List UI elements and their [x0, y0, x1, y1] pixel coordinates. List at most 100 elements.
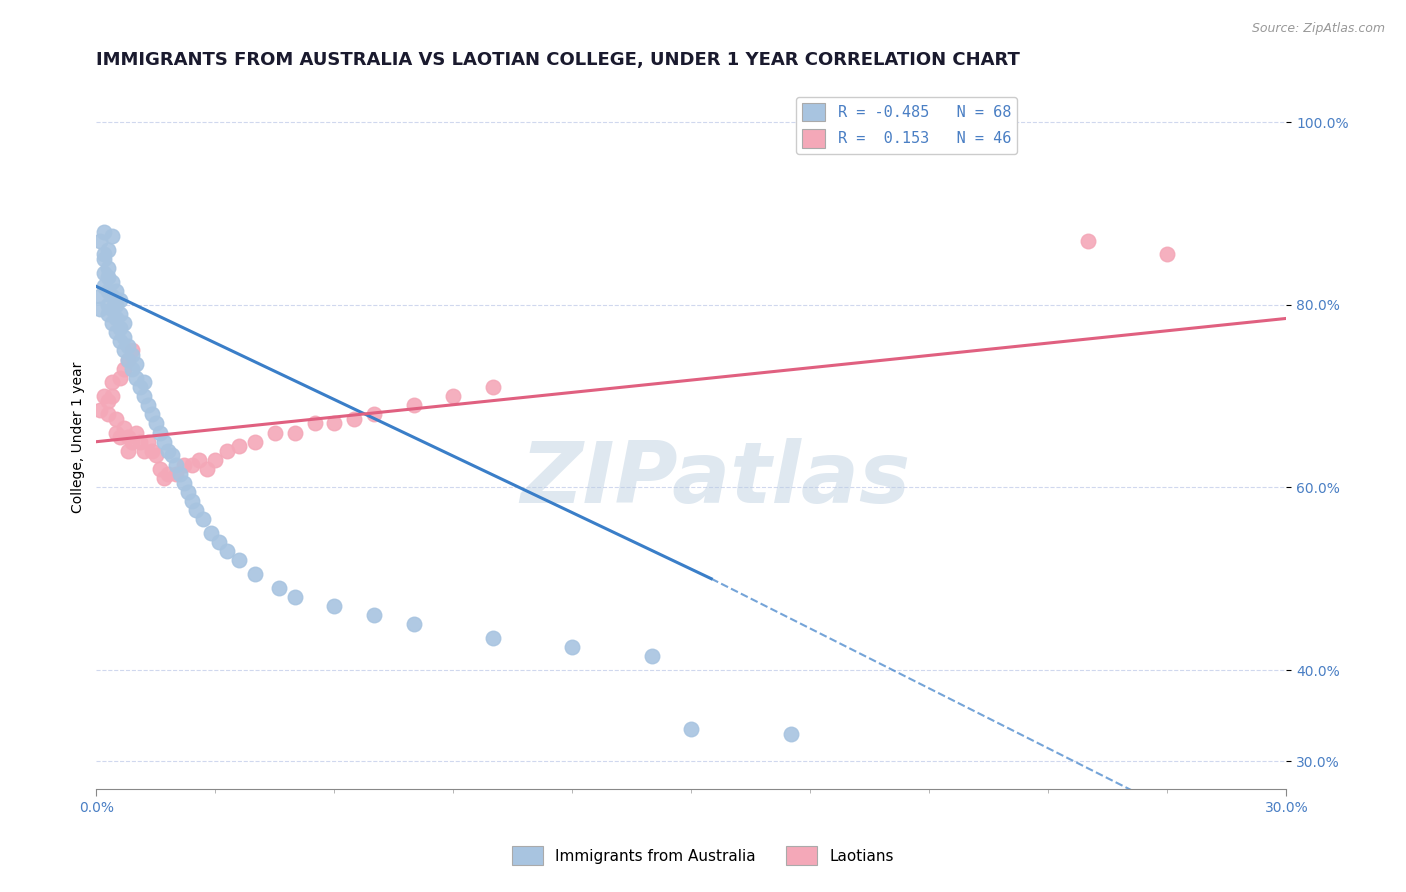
Point [117, 339, 139, 353]
Point [263, 425, 285, 440]
Point [180, 494, 202, 508]
Point [284, 425, 307, 440]
Point [105, 425, 128, 440]
Point [779, 727, 801, 741]
Point [108, 293, 131, 307]
Point [105, 311, 128, 326]
Point [402, 398, 425, 412]
Point [173, 475, 195, 490]
Point [105, 412, 128, 426]
Point [93, 266, 115, 280]
Point [125, 425, 148, 440]
Point [165, 458, 187, 472]
Point [145, 417, 167, 431]
Point [141, 443, 163, 458]
Point [112, 421, 135, 435]
Point [267, 581, 290, 595]
Point [132, 389, 155, 403]
Point [125, 371, 148, 385]
Point [323, 599, 346, 613]
Point [681, 723, 703, 737]
Point [89, 402, 111, 417]
Point [101, 376, 124, 390]
Point [441, 389, 464, 403]
Point [228, 439, 250, 453]
Point [363, 608, 385, 623]
Point [93, 247, 115, 261]
Point [152, 471, 174, 485]
Point [1077, 234, 1099, 248]
Point [89, 302, 111, 317]
Point [176, 484, 198, 499]
Point [1156, 247, 1178, 261]
Point [108, 320, 131, 334]
Point [117, 430, 139, 444]
Point [129, 380, 152, 394]
Point [561, 640, 583, 655]
Point [217, 544, 239, 558]
Point [304, 417, 326, 431]
Point [188, 453, 211, 467]
Point [149, 425, 172, 440]
Point [200, 526, 222, 541]
Point [193, 512, 215, 526]
Point [160, 449, 183, 463]
Point [136, 398, 159, 412]
Y-axis label: College, Under 1 year: College, Under 1 year [72, 361, 86, 513]
Point [93, 252, 115, 266]
Point [482, 380, 505, 394]
Point [482, 631, 505, 645]
Point [112, 329, 135, 343]
Point [112, 343, 135, 358]
Point [184, 503, 207, 517]
Point [101, 229, 124, 244]
Point [217, 443, 239, 458]
Point [121, 434, 143, 449]
Point [152, 434, 174, 449]
Point [97, 407, 120, 421]
Point [145, 449, 167, 463]
Point [121, 343, 143, 358]
Point [117, 352, 139, 367]
Point [97, 298, 120, 312]
Point [204, 453, 226, 467]
Point [108, 307, 131, 321]
Point [156, 467, 179, 481]
Point [97, 270, 120, 285]
Point [243, 434, 266, 449]
Point [180, 458, 202, 472]
Point [105, 284, 128, 298]
Point [343, 412, 366, 426]
Point [125, 357, 148, 371]
Point [89, 234, 111, 248]
Point [132, 443, 155, 458]
Point [97, 243, 120, 257]
Point [108, 334, 131, 349]
Point [323, 417, 346, 431]
Text: IMMIGRANTS FROM AUSTRALIA VS LAOTIAN COLLEGE, UNDER 1 YEAR CORRELATION CHART: IMMIGRANTS FROM AUSTRALIA VS LAOTIAN COL… [97, 51, 1021, 69]
Point [197, 462, 219, 476]
Point [93, 279, 115, 293]
Point [101, 389, 124, 403]
Point [208, 535, 231, 549]
Point [132, 376, 155, 390]
Point [101, 302, 124, 317]
Point [402, 617, 425, 632]
Legend: R = -0.485   N = 68, R =  0.153   N = 46: R = -0.485 N = 68, R = 0.153 N = 46 [796, 96, 1017, 153]
Legend: Immigrants from Australia, Laotians: Immigrants from Australia, Laotians [506, 840, 900, 871]
Point [105, 325, 128, 339]
Point [156, 443, 179, 458]
Point [97, 393, 120, 408]
Point [243, 567, 266, 582]
Point [284, 590, 307, 604]
Point [112, 316, 135, 330]
Point [93, 389, 115, 403]
Point [101, 275, 124, 289]
Point [121, 361, 143, 376]
Point [165, 467, 187, 481]
Point [112, 361, 135, 376]
Point [97, 261, 120, 276]
Point [93, 225, 115, 239]
Point [105, 298, 128, 312]
Point [117, 443, 139, 458]
